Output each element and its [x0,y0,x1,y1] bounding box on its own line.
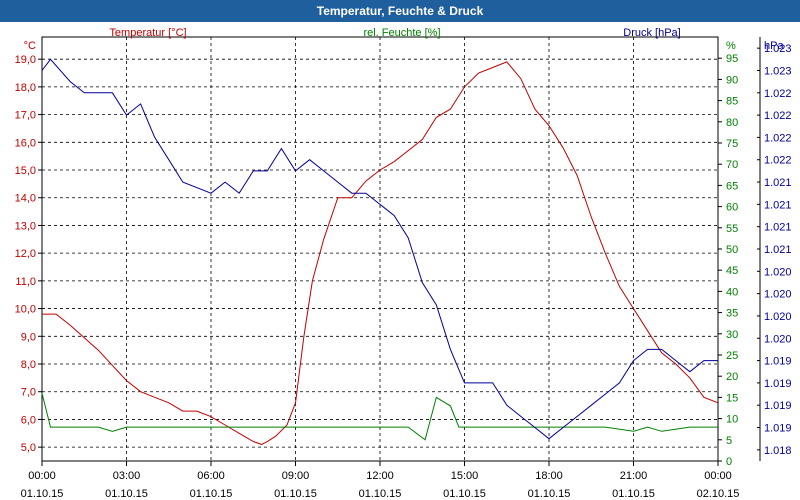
y-tick-humidity-label: 25 [726,350,738,362]
x-tick-date: 01.10.15 [443,488,486,500]
y-tick-temperature-label: 18,0 [15,82,36,94]
y-tick-temperature-label: 9,0 [21,331,36,343]
y-tick-humidity-label: 80 [726,117,738,129]
x-tick-time: 00:00 [704,470,732,482]
y-tick-pressure-label: 1.019 [764,378,792,390]
x-tick-date: 01.10.15 [528,488,571,500]
y-tick-humidity-label: 10 [726,414,738,426]
temperature-axis-unit: °C [24,40,36,52]
y-tick-humidity-label: 0 [726,456,732,468]
x-tick-time: 21:00 [620,470,648,482]
y-tick-temperature-label: 17,0 [15,110,36,122]
y-tick-humidity-label: 50 [726,244,738,256]
y-tick-pressure-label: 1.019 [764,356,792,368]
y-tick-pressure-label: 1.020 [764,289,792,301]
y-tick-pressure-label: 1.020 [764,311,792,323]
pressure-axis-unit: hPa [764,40,784,52]
y-tick-temperature-label: 10,0 [15,304,36,316]
y-tick-humidity-label: 70 [726,159,738,171]
axis-labels: 00:00 01.10.15 03:00 01.10.15 06:00 01.10.15 0… [15,40,792,500]
y-tick-temperature-label: 6,0 [21,414,36,426]
y-tick-pressure-label: 1.022 [764,88,792,100]
y-tick-temperature-label: 14,0 [15,193,36,205]
y-tick-temperature-label: 7,0 [21,387,36,399]
y-tick-humidity-label: 65 [726,180,738,192]
series-lines [41,58,719,445]
x-tick-time: 12:00 [366,470,394,482]
y-tick-humidity-label: 60 [726,202,738,214]
y-tick-pressure-label: 1.019 [764,400,792,412]
x-tick-time: 09:00 [282,470,310,482]
y-tick-pressure-label: 1.020 [764,333,792,345]
y-tick-pressure-label: 1.021 [764,199,792,211]
x-tick-date: 01.10.15 [359,488,402,500]
y-tick-pressure-label: 1.023 [764,43,792,55]
y-tick-temperature-label: 5,0 [21,442,36,454]
x-tick-time: 18:00 [535,470,563,482]
y-tick-temperature-label: 11,0 [15,276,36,288]
x-tick-time: 03:00 [113,470,141,482]
y-tick-pressure-label: 1.020 [764,266,792,278]
y-tick-humidity-label: 20 [726,371,738,383]
x-tick-date: 01.10.15 [274,488,317,500]
x-tick-time: 15:00 [451,470,479,482]
x-tick-date: 01.10.15 [21,488,64,500]
y-tick-humidity-label: 40 [726,286,738,298]
y-tick-pressure-label: 1.023 [764,65,792,77]
y-tick-pressure-label: 1.022 [764,155,792,167]
x-tick-time: 00:00 [28,470,56,482]
legend-pressure: Druck [hPa] [623,27,680,39]
legend-temperature: Temperatur [°C] [109,27,186,39]
legend-humidity: rel. Feuchte [%] [363,27,440,39]
y-tick-humidity-label: 45 [726,265,738,277]
y-tick-pressure-label: 1.021 [764,177,792,189]
y-tick-humidity-label: 35 [726,308,738,320]
y-tick-humidity-label: 55 [726,223,738,235]
y-tick-humidity-label: 95 [726,53,738,65]
x-tick-date: 01.10.15 [105,488,148,500]
y-tick-pressure-label: 1.018 [764,445,792,457]
y-tick-humidity-label: 5 [726,435,732,447]
y-tick-pressure-label: 1.019 [764,423,792,435]
y-tick-pressure-label: 1.022 [764,110,792,122]
y-tick-humidity-label: 75 [726,138,738,150]
y-tick-temperature-label: 16,0 [15,137,36,149]
series-line-pressure [41,58,718,440]
y-tick-pressure-label: 1.021 [764,244,792,256]
x-tick-date: 01.10.15 [612,488,655,500]
y-tick-humidity-label: 30 [726,329,738,341]
y-tick-temperature-label: 15,0 [15,165,36,177]
y-tick-temperature-label: 19,0 [15,54,36,66]
x-tick-time: 06:00 [197,470,225,482]
y-tick-pressure-label: 1.022 [764,132,792,144]
y-tick-humidity-label: 15 [726,392,738,404]
series-line-temperature [42,61,719,445]
x-tick-date: 01.10.15 [190,488,233,500]
y-tick-temperature-label: 12,0 [15,248,36,260]
chart-area: 00:00 01.10.15 03:00 01.10.15 06:00 01.10.15 0… [15,27,792,500]
chart-title: Temperatur, Feuchte & Druck [0,0,800,22]
y-tick-temperature-label: 8,0 [21,359,36,371]
y-tick-humidity-label: 90 [726,74,738,86]
y-tick-pressure-label: 1.021 [764,222,792,234]
x-tick-date: 02.10.15 [697,488,740,500]
humidity-axis-unit: % [726,40,736,52]
grid [38,36,761,466]
series-line-humidity [41,393,718,441]
y-tick-temperature-label: 13,0 [15,220,36,232]
y-tick-humidity-label: 85 [726,96,738,108]
